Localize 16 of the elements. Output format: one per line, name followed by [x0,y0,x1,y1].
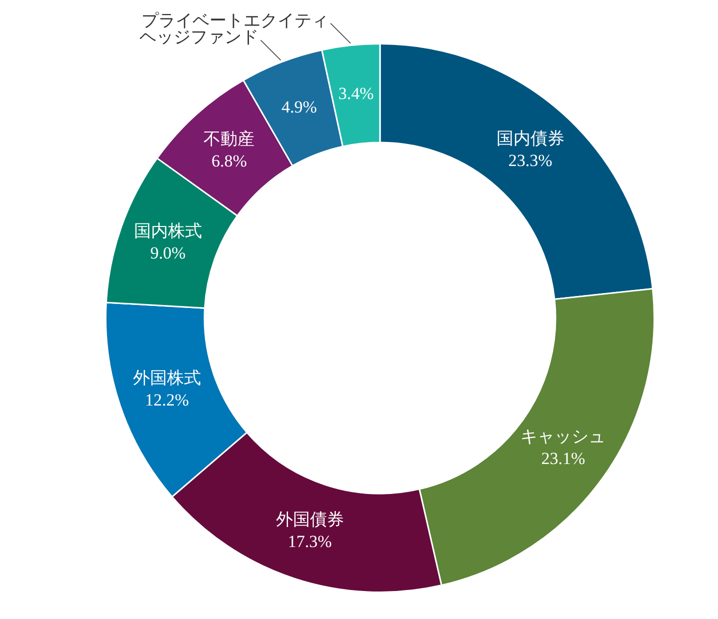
slice-label: プライベートエクイティ [142,10,329,30]
data-label: 6.8% [211,152,247,171]
data-label: 4.9% [281,98,317,117]
data-label: 12.2% [145,390,189,410]
slice-label: 外国債券 [276,510,344,530]
slice-label: 外国株式 [133,368,202,388]
slice-label: 国内株式 [134,222,202,241]
data-label: 17.3% [288,532,332,552]
slice-label: ヘッジファンド [140,28,259,47]
slice-label: 不動産 [204,130,255,149]
data-label: 3.4% [338,84,374,103]
slice-label: キャッシュ [520,426,606,446]
slice-label: 国内債券 [496,129,564,148]
data-label: 9.0% [150,244,186,263]
data-label: 23.3% [508,151,552,170]
data-label: 23.1% [541,448,586,468]
